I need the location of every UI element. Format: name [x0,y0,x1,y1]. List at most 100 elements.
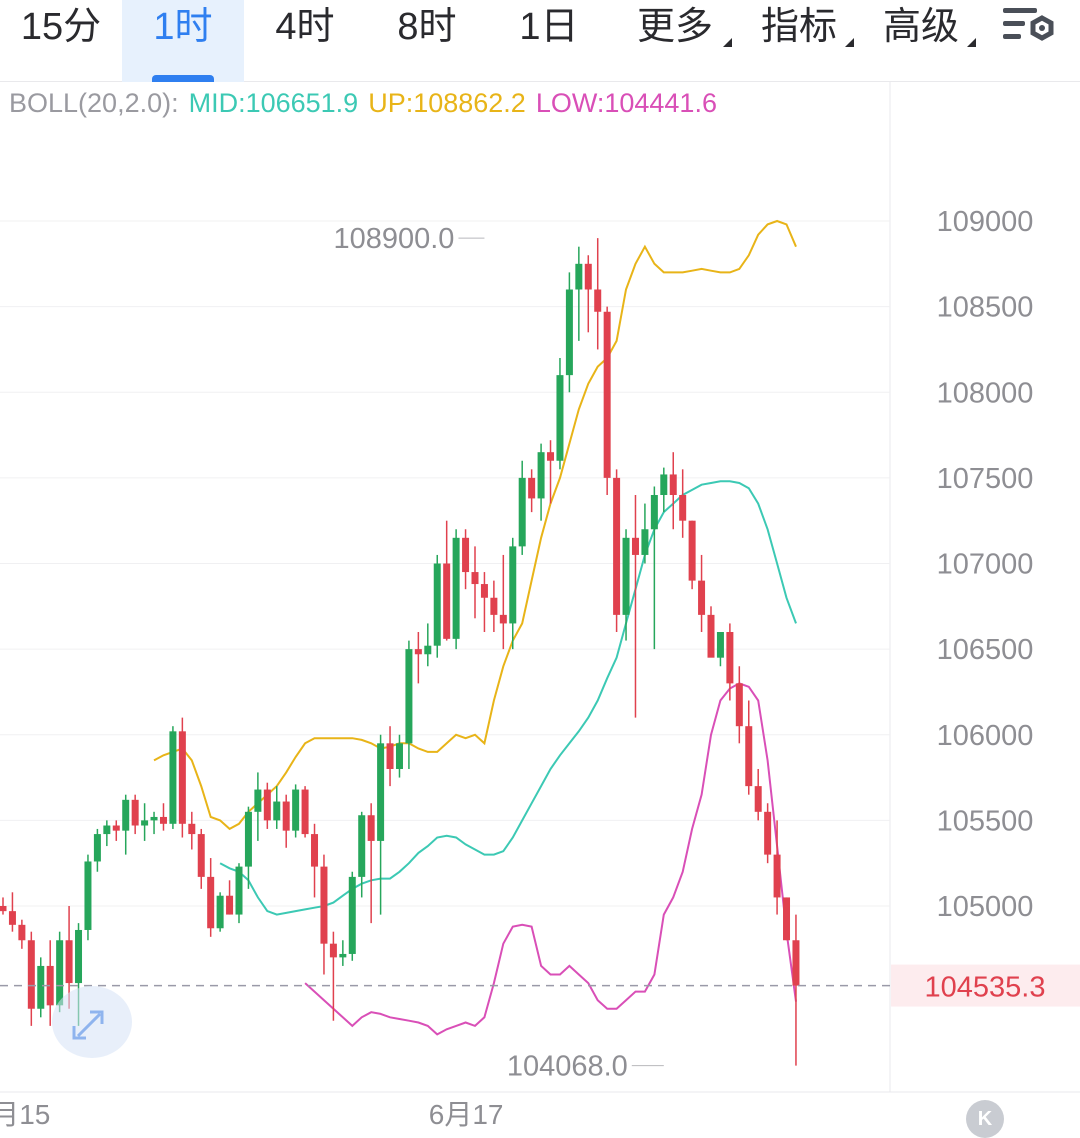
tab-label: 8时 [397,6,457,48]
candle-body [462,537,470,573]
candle-body [46,965,54,1006]
boll-mid-line [219,480,797,916]
candle-body [556,375,564,461]
candle-body [37,965,45,1009]
candle-body [216,895,224,929]
candle-body [565,289,573,376]
k-logo-icon: K [966,1100,1004,1138]
candle-body [320,866,328,944]
boll-upper-line [153,219,797,831]
candle-body [754,786,762,812]
candle-body [197,834,205,877]
boll-up-value: UP:108862.2 [368,88,526,118]
tab-label: 指标 [760,6,837,48]
candle-body [348,876,356,954]
current-price-badge [891,964,1080,1007]
candle-body [311,834,319,867]
y-tick-label: 105000 [937,891,1034,923]
candle-body [679,495,687,521]
candle-body [377,743,385,841]
candle-body [480,584,488,598]
candle-body [669,474,677,495]
tab-15min[interactable]: 15分 [0,0,122,82]
boll-lower-line [304,682,797,1036]
candle-body [613,477,621,615]
y-tick-label: 106000 [937,720,1034,752]
tab-4h[interactable]: 4时 [244,0,366,82]
candle-body [84,861,92,930]
candle-body [159,816,167,824]
candle-body [254,789,262,812]
candle-body [292,789,300,831]
candle-body [56,940,64,1006]
boll-legend: BOLL(20,2.0): MID:106651.9 UP:108862.2 LOW:… [9,88,727,119]
dropdown-triangle-icon [845,38,854,47]
candle-body [27,940,35,1009]
candle-body [414,649,422,655]
candle-body [131,799,139,826]
zoom-icon[interactable] [52,986,132,1058]
candle-body [112,825,120,831]
tab-label: 更多 [636,6,713,48]
tab-label: 高级 [882,6,959,48]
boll-low-value: LOW:104441.6 [535,88,717,118]
tab-1h[interactable]: 1时 [122,0,244,82]
candle-body [707,614,715,658]
candle-body [8,911,16,925]
active-tab-indicator [152,75,214,82]
candle-body [244,811,252,867]
candle-body [122,799,130,831]
tab-label: 4时 [275,6,335,48]
candle-body [301,789,309,835]
candle-body [424,645,432,655]
candle-body [688,520,696,581]
candle-body [273,801,281,821]
candle-body [367,815,375,841]
k-logo-text: K [977,1108,993,1130]
tab-advanced[interactable]: 高级 [866,0,976,82]
candle-body [443,563,451,639]
candle-body [263,789,271,821]
candle-body [207,876,215,929]
candle-body [405,649,413,744]
candle-body [603,311,611,478]
candlestick-chart[interactable]: 109000 108500 108000 107500 107000 106500 1060… [0,82,1080,1132]
candle-body [358,815,366,877]
candle-body [93,834,101,862]
candle-body [169,731,177,824]
tab-1d[interactable]: 1日 [488,0,610,82]
boll-params: BOLL(20,2.0): [9,88,179,118]
candle-body [745,726,753,787]
candle-body [141,820,149,826]
candle-body [18,924,26,941]
candle-body [726,632,734,684]
candle-body [65,940,73,984]
candle-body [339,953,347,958]
candle-body [537,452,545,499]
x-tick-label: 6月15 [0,1099,50,1130]
candle-body [631,537,639,555]
tab-label: 1日 [519,6,579,48]
tab-more[interactable]: 更多 [620,0,732,82]
current-price-label: 104535.3 [925,972,1046,1004]
max-price-label: 108900.0 [333,223,454,255]
candle-body [509,546,517,624]
candle-body [792,940,800,986]
timeframe-tab-bar: 15分 1时 4时 8时 1日 更多 指标 高级 [0,0,1080,82]
candle-body [150,816,158,821]
candle-body [641,529,649,555]
tab-indicators[interactable]: 指标 [744,0,854,82]
candle-body [386,743,394,769]
candle-body [650,495,658,530]
chart-settings-icon[interactable] [1000,2,1058,50]
tab-8h[interactable]: 8时 [366,0,488,82]
candle-body [764,811,772,855]
candle-body [518,477,526,547]
candle-body [282,801,290,831]
candle-body [716,632,724,658]
y-tick-label: 108000 [937,377,1034,409]
candle-body [75,929,83,984]
candle-body [226,895,234,915]
y-tick-label: 107000 [937,549,1034,581]
boll-mid-value: MID:106651.9 [188,88,359,118]
